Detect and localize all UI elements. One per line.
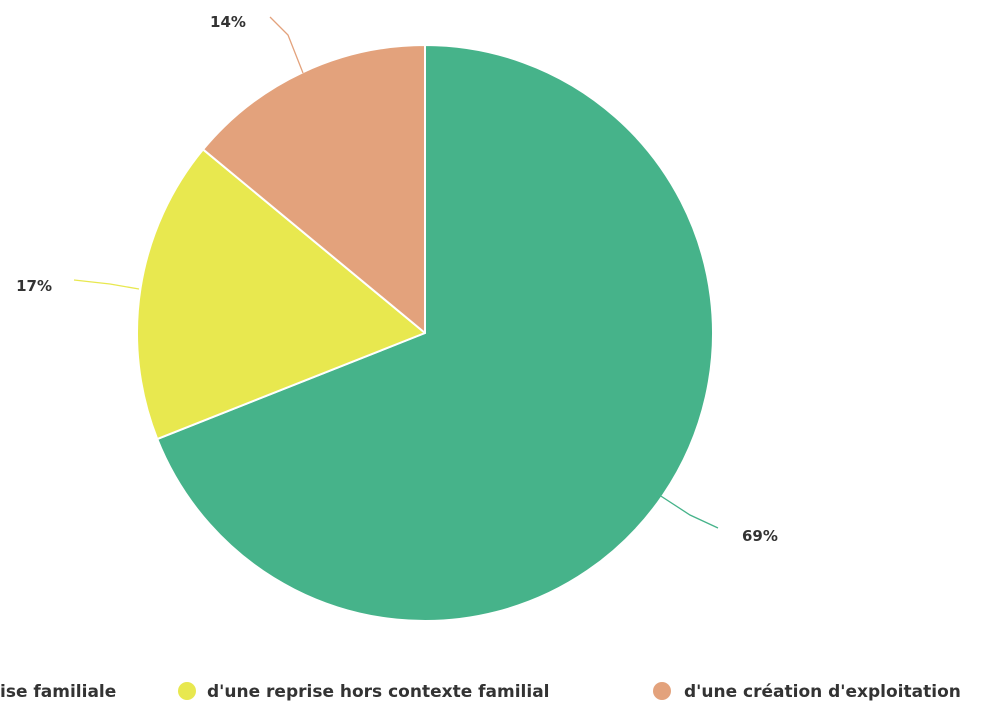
legend-label-1[interactable]: ise familiale [0,682,116,702]
slice-label-2: 17% [16,277,52,295]
pie-slice-2[interactable] [136,148,426,441]
slice-label-3: 14% [210,13,246,31]
legend-label-3[interactable]: d'une création d'exploitation [684,682,961,702]
pie-slices [136,44,714,622]
leader-line-3 [269,16,304,74]
legend: ise familiale d'une reprise hors contexte… [0,682,961,702]
leader-line-1 [649,488,719,529]
pie-slice-1[interactable] [156,44,714,622]
slice-label-1: 69% [742,527,778,545]
legend-marker-3[interactable] [653,682,671,700]
leader-lines [73,16,719,529]
legend-label-2[interactable]: d'une reprise hors contexte familial [207,682,550,702]
slice-labels: 69% 17% 14% [16,13,778,545]
legend-marker-2[interactable] [178,682,196,700]
leader-line-2 [73,279,140,290]
